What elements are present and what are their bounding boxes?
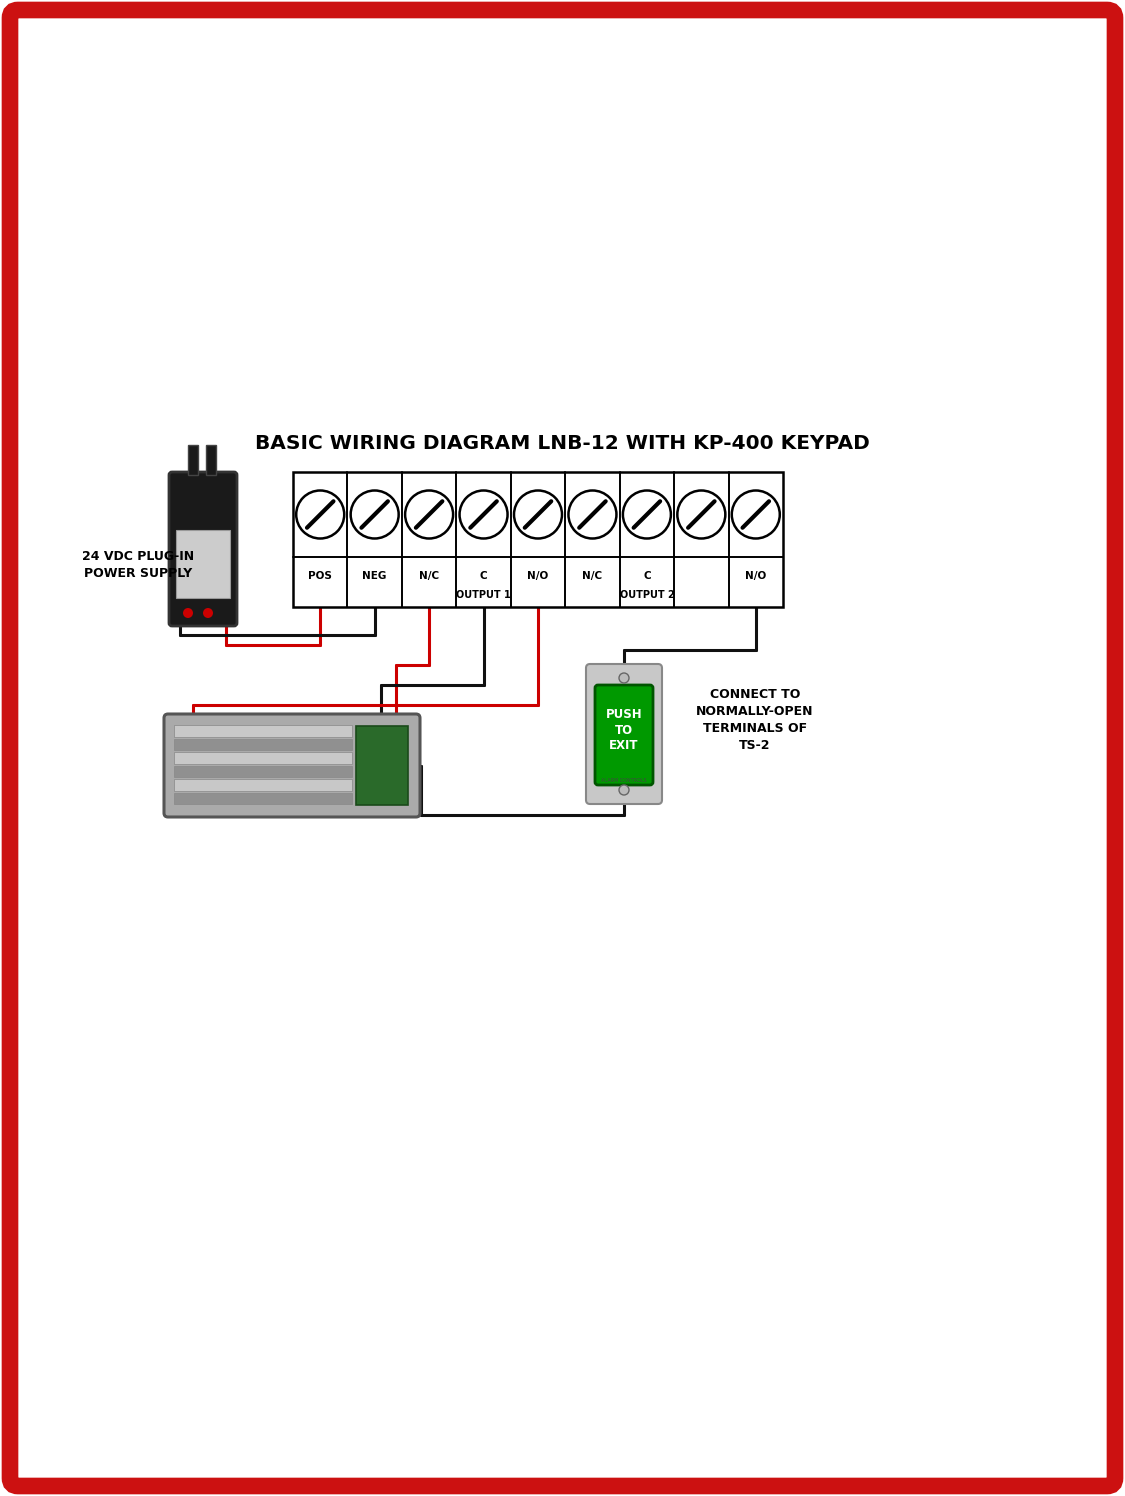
Bar bbox=[174, 766, 352, 776]
Text: N/C: N/C bbox=[418, 571, 439, 580]
Circle shape bbox=[459, 491, 507, 539]
Circle shape bbox=[405, 491, 453, 539]
Circle shape bbox=[351, 491, 398, 539]
Text: OUTPUT 2: OUTPUT 2 bbox=[620, 589, 674, 600]
Text: N/C: N/C bbox=[583, 571, 603, 580]
Circle shape bbox=[514, 491, 562, 539]
Bar bbox=[174, 752, 352, 763]
Circle shape bbox=[183, 607, 193, 618]
Circle shape bbox=[296, 491, 344, 539]
Circle shape bbox=[202, 607, 213, 618]
Text: ALARM CONTROLS: ALARM CONTROLS bbox=[601, 778, 647, 782]
FancyBboxPatch shape bbox=[595, 685, 652, 785]
Bar bbox=[174, 739, 352, 749]
Circle shape bbox=[623, 491, 670, 539]
Circle shape bbox=[731, 491, 780, 539]
Text: NEG: NEG bbox=[362, 571, 387, 580]
Circle shape bbox=[619, 673, 629, 684]
Circle shape bbox=[619, 785, 629, 794]
Bar bbox=[292, 473, 783, 607]
Bar bbox=[176, 530, 230, 598]
Text: OUTPUT 1: OUTPUT 1 bbox=[456, 589, 511, 600]
Text: C: C bbox=[479, 571, 487, 580]
FancyBboxPatch shape bbox=[164, 714, 420, 817]
Text: 24 VDC PLUG-IN
POWER SUPPLY: 24 VDC PLUG-IN POWER SUPPLY bbox=[82, 551, 195, 580]
Text: C: C bbox=[644, 571, 650, 580]
Bar bbox=[356, 726, 408, 805]
Text: N/O: N/O bbox=[528, 571, 549, 580]
Bar bbox=[206, 444, 216, 476]
Text: BASIC WIRING DIAGRAM LNB-12 WITH KP-400 KEYPAD: BASIC WIRING DIAGRAM LNB-12 WITH KP-400 … bbox=[254, 434, 870, 452]
Bar bbox=[174, 779, 352, 790]
FancyBboxPatch shape bbox=[10, 10, 1115, 1486]
Bar bbox=[174, 726, 352, 736]
Circle shape bbox=[568, 491, 616, 539]
FancyBboxPatch shape bbox=[586, 664, 662, 803]
Text: PUSH
TO
EXIT: PUSH TO EXIT bbox=[605, 708, 642, 752]
FancyBboxPatch shape bbox=[169, 473, 237, 625]
Text: N/O: N/O bbox=[745, 571, 766, 580]
Text: CONNECT TO
NORMALLY-OPEN
TERMINALS OF
TS-2: CONNECT TO NORMALLY-OPEN TERMINALS OF TS… bbox=[696, 688, 813, 752]
Bar bbox=[188, 444, 198, 476]
Text: POS: POS bbox=[308, 571, 332, 580]
Bar bbox=[174, 793, 352, 803]
Circle shape bbox=[677, 491, 726, 539]
